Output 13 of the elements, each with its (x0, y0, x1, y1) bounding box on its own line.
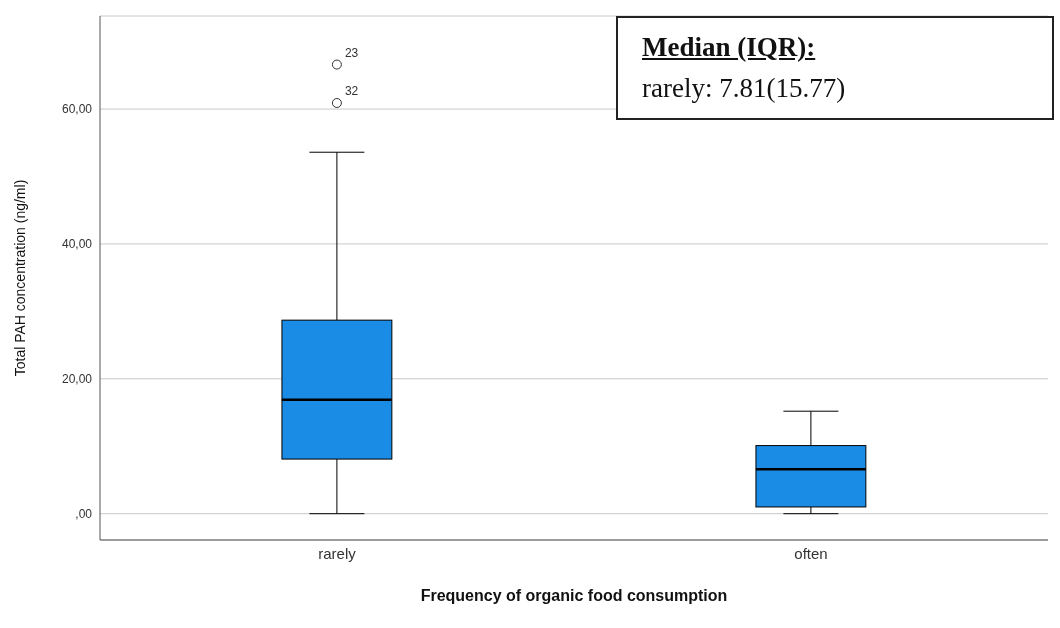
y-tick-label: 40,00 (61, 237, 93, 252)
text-box: Median (IQR): rarely: 7.81(15.77) (616, 16, 1054, 120)
y-tick-label: 60,00 (61, 102, 93, 117)
annotation: 23 (344, 45, 359, 60)
annotation: 32 (344, 84, 359, 98)
y-axis-title: Total PAH concentration (ng/ml) (11, 179, 28, 377)
y-tick-label: ,00 (75, 506, 93, 521)
annotation: Median (IQR): (642, 32, 817, 63)
x-axis-title: Frequency of organic food consumption (420, 587, 728, 605)
y-tick-label: 20,00 (61, 372, 93, 387)
x-tick-label: often (794, 544, 828, 562)
x-tick-label: rarely (318, 544, 357, 562)
annotation: rarely: 7.81(15.77) (642, 73, 847, 104)
